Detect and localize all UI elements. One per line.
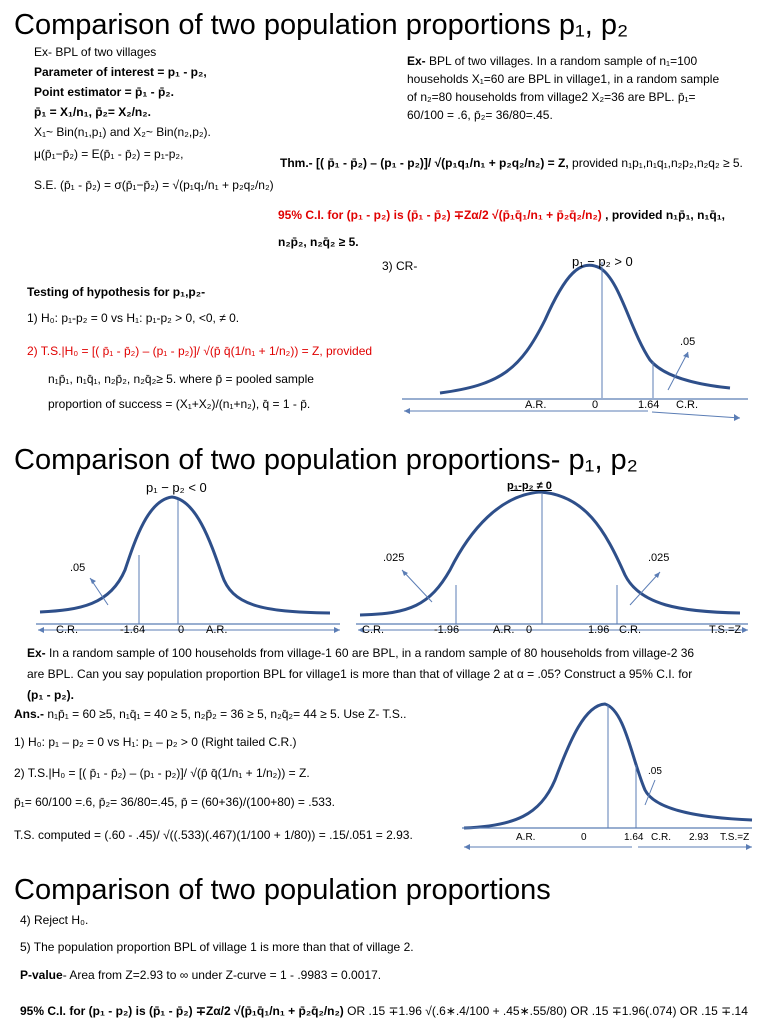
graph3-cv-left: -1.96 bbox=[434, 624, 460, 636]
graph4-ts: T.S.=Z bbox=[720, 832, 750, 843]
graph3-cr-left: C.R. bbox=[362, 624, 384, 636]
graph3-alpha-right: .025 bbox=[648, 552, 670, 564]
graph2-zero: 0 bbox=[178, 624, 185, 636]
graph2-heading: p₁ − p₂ < 0 bbox=[146, 480, 207, 495]
testing-heading: Testing of hypothesis for p₁,p₂- bbox=[27, 285, 206, 299]
test-statistic: 2) T.S.|H₀ = [( p̄₁ - p̄₂) – (p₁ - p₂)]/… bbox=[27, 344, 373, 358]
example-2: Ex- In a random sample of 100 households… bbox=[27, 646, 695, 702]
graph1-cv: 1.64 bbox=[638, 399, 660, 411]
graph1-ar: A.R. bbox=[525, 399, 547, 411]
standard-error: S.E. (p̄₁ - p̄₂) = σ(p̄₁−p̄₂) = √(p₁q₁/n… bbox=[34, 178, 274, 192]
test-statistic-condition: n₁p̄₁, n₁q̄₁, n₂p̄₂, n₂q̄₂≥ 5. where p̄ … bbox=[48, 372, 314, 386]
graph3-ar: A.R. bbox=[493, 624, 515, 636]
final-ci: 95% C.I. for (p₁ - p₂) is (p̄₁ - p̄₂) ∓Z… bbox=[20, 1004, 748, 1018]
theorem: Thm.- [( p̄₁ - p̄₂) – (p₁ - p₂)]/ √(p₁q₁… bbox=[280, 156, 743, 170]
p-value: P-value- Area from Z=2.93 to ∞ under Z-c… bbox=[20, 968, 382, 982]
graph4-ts-val: 2.93 bbox=[689, 832, 709, 843]
slide3-title: Comparison of two population proportions bbox=[14, 874, 551, 906]
graph2-ar: A.R. bbox=[206, 624, 228, 636]
hypotheses: 1) H₀: p₁-p₂ = 0 vs H₁: p₁-p₂ > 0, <0, ≠… bbox=[27, 311, 240, 325]
graph4-ar: A.R. bbox=[516, 832, 536, 843]
test-statistic-computed: T.S. computed = (.60 - .45)/ √((.533)(.4… bbox=[14, 828, 413, 842]
graph4-cr: C.R. bbox=[651, 832, 671, 843]
critical-region-label: 3) CR- bbox=[382, 259, 418, 273]
right-alpha-right-pointer bbox=[629, 571, 661, 606]
graph3-zero: 0 bbox=[526, 624, 533, 636]
normal-curve bbox=[439, 263, 731, 395]
step-2: 2) T.S.|H₀ = [( p̄₁ - p̄₂) – (p₁ - p₂)]/… bbox=[14, 766, 310, 780]
graph3-ts: T.S.=Z bbox=[709, 624, 742, 636]
graph2-cv: -1.64 bbox=[120, 624, 146, 636]
alpha-pointer bbox=[667, 351, 689, 391]
phat-definition: p̄₁ = X₁/n₁, p̄₂= X₂/n₂. bbox=[34, 105, 151, 119]
confidence-interval-line2: n₂p̄₂, n₂q̄₂ ≥ 5. bbox=[278, 235, 359, 249]
graph3-heading: p₁-p₂ ≠ 0 bbox=[507, 480, 552, 492]
answer: Ans.- n₁p̄₁ = 60 ≥5, n₁q̄₁ = 40 ≥ 5, n₂p… bbox=[14, 707, 407, 721]
example-label: Ex- bbox=[407, 54, 426, 68]
point-estimator: Point estimator = p̄₁ - p̄₂. bbox=[34, 85, 174, 99]
step-5: 5) The population proportion BPL of vill… bbox=[20, 940, 414, 954]
graph3-cv-right: 1.96 bbox=[588, 624, 610, 636]
graph4-zero: 0 bbox=[581, 832, 587, 843]
step-1: 1) H₀: p₁ – p₂ = 0 vs H₁: p₁ – p₂ > 0 (R… bbox=[14, 735, 297, 749]
graph2-alpha: .05 bbox=[70, 562, 86, 574]
example-right: Ex- BPL of two villages. In a random sam… bbox=[407, 54, 720, 122]
graph3-cr-right: C.R. bbox=[619, 624, 641, 636]
right-curve bbox=[359, 490, 741, 617]
graph4-alpha: .05 bbox=[648, 766, 662, 777]
left-curve bbox=[39, 495, 331, 615]
slide2-title: Comparison of two population proportions… bbox=[14, 444, 638, 476]
graph4-cv: 1.64 bbox=[624, 832, 644, 843]
graph1-cr: C.R. bbox=[676, 399, 698, 411]
graph1-zero: 0 bbox=[592, 399, 599, 411]
ts-curve bbox=[463, 702, 753, 830]
step-2-values: p̄₁= 60/100 =.6, p̄₂= 36/80=.45, p̄ = (6… bbox=[14, 795, 335, 809]
confidence-interval: 95% C.I. for (p₁ - p₂) is (p̄₁ - p̄₂) ∓Z… bbox=[278, 208, 725, 222]
critical-region-arrow bbox=[651, 411, 741, 419]
example-intro: Ex- BPL of two villages bbox=[34, 45, 157, 59]
right-alpha-left-pointer bbox=[401, 569, 433, 603]
slide1-title: Comparison of two population proportions… bbox=[14, 9, 629, 41]
mean-statement: μ(p̄₁−p̄₂) = E(p̄₁ - p̄₂) = p₁-p₂, bbox=[34, 147, 184, 161]
parameter-of-interest: Parameter of interest = p₁ - p₂, bbox=[34, 65, 207, 79]
pooled-proportion: proportion of success = (X₁+X₂)/(n₁+n₂),… bbox=[48, 397, 311, 411]
graph1-heading: p₁ − p₂ > 0 bbox=[572, 254, 633, 269]
graph3-alpha-left: .025 bbox=[383, 552, 405, 564]
graph1-alpha: .05 bbox=[680, 336, 696, 348]
ts-alpha-pointer bbox=[644, 779, 656, 806]
step-4: 4) Reject H₀. bbox=[20, 913, 89, 927]
graph2-cr: C.R. bbox=[56, 624, 78, 636]
binomial-statement: X₁~ Bin(n₁,p₁) and X₂~ Bin(n₂,p₂). bbox=[34, 125, 211, 139]
